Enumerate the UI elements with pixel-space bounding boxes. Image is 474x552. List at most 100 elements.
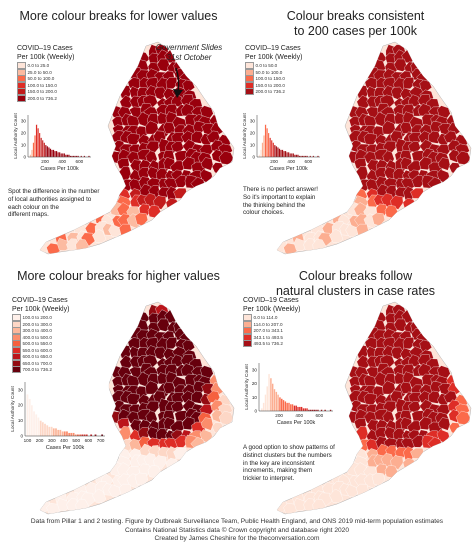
histogram-bar bbox=[37, 128, 39, 158]
note-line: of local authorities assigned to bbox=[8, 195, 92, 203]
histogram-x-axis-label: Cases Per 100k bbox=[277, 420, 316, 426]
histogram-x-tick-label: 200 bbox=[36, 438, 44, 443]
note-line: So it's important to explain bbox=[243, 193, 316, 201]
note-line: There is no perfect answer! bbox=[243, 186, 318, 193]
histogram-y-tick-label: 30 bbox=[252, 367, 258, 372]
local-authority-area bbox=[393, 58, 408, 72]
histogram-bar bbox=[68, 154, 70, 158]
histogram-bar bbox=[28, 398, 31, 437]
local-authorities bbox=[277, 44, 471, 254]
histogram-bar bbox=[293, 405, 296, 412]
local-authority-area bbox=[293, 497, 308, 511]
note-line: the thinking behind the bbox=[243, 201, 306, 209]
local-authority-area bbox=[156, 58, 171, 72]
annotation-arrow-head bbox=[173, 89, 183, 98]
map-legend: COVID–19 Cases Per 100k (Weekly) 0.0 to … bbox=[245, 44, 355, 95]
legend-label: 200.0 to 736.2 bbox=[255, 89, 285, 94]
legend-item: 493.5 to 736.2 bbox=[243, 340, 353, 347]
map-panel-natural-clusters: Colour breaks follow natural clusters in… bbox=[237, 260, 474, 518]
histogram-background bbox=[241, 113, 324, 173]
histogram-bar bbox=[271, 383, 274, 412]
legend-label: 200.0 to 300.0 bbox=[22, 321, 52, 327]
histogram-axes bbox=[24, 382, 105, 437]
histogram-bar bbox=[52, 428, 55, 437]
panel-title: More colour breaks for higher values bbox=[0, 269, 237, 284]
histogram: 0 10 20 30 200 400 600 Cases Per 100k Local Auth… bbox=[241, 113, 324, 173]
histogram-bar bbox=[260, 149, 262, 158]
histogram-y-axis-label: Local Authority Count bbox=[10, 386, 16, 432]
histogram-bar bbox=[292, 153, 295, 158]
histogram-y-tick-label: 20 bbox=[21, 131, 27, 136]
legend-label: 493.5 to 736.2 bbox=[253, 341, 283, 346]
legend-title: COVID–19 Cases Per 100k (Weekly) bbox=[243, 296, 353, 314]
panel-title-line: Colour breaks consistent bbox=[286, 9, 425, 23]
histogram-bar bbox=[294, 154, 296, 158]
legend-label: 0.0 to 25.0 bbox=[27, 63, 50, 68]
note-line: Spot the difference in the number bbox=[8, 188, 100, 195]
histogram-y-tick-label: 0 bbox=[20, 434, 23, 439]
local-authority-area bbox=[418, 416, 432, 430]
histogram-bar bbox=[288, 402, 290, 412]
histogram-bar bbox=[61, 431, 64, 437]
legend-item: 200.0 to 736.2 bbox=[17, 94, 127, 102]
panel-note: Spot the difference in the number of loc… bbox=[8, 188, 128, 219]
panel-title: Colour breaks follow natural clusters in… bbox=[237, 269, 474, 299]
histogram-axes bbox=[27, 115, 91, 158]
note-line: A good option to show patterns of bbox=[243, 444, 335, 451]
histogram-x-tick-label: 600 bbox=[85, 438, 93, 443]
legend-label: 25.0 to 50.0 bbox=[27, 69, 52, 75]
histogram-bar bbox=[267, 132, 270, 158]
histogram-bar bbox=[281, 149, 284, 158]
histogram-bar bbox=[43, 423, 47, 437]
histogram-bar bbox=[46, 146, 49, 158]
histogram-background bbox=[9, 380, 109, 452]
legend-label: 500.0 to 550.0 bbox=[22, 341, 52, 346]
histogram-bar bbox=[45, 144, 47, 158]
histogram-x-tick-label: 200 bbox=[275, 413, 283, 418]
legend-label: 114.0 to 207.0 bbox=[253, 321, 283, 327]
histogram-bar bbox=[264, 394, 267, 412]
legend-title: COVID–19 Cases Per 100k (Weekly) bbox=[17, 44, 127, 62]
histogram-bar bbox=[291, 404, 294, 412]
histogram-x-tick-label: 500 bbox=[72, 438, 80, 443]
legend-title: COVID–19 Cases Per 100k (Weekly) bbox=[12, 296, 122, 314]
legend-label: 600.0 to 650.0 bbox=[22, 354, 52, 359]
note-line: different maps. bbox=[8, 211, 49, 219]
histogram-axes bbox=[256, 115, 320, 158]
legend-swatch bbox=[17, 94, 26, 102]
histogram: 0 10 20 30 200 400 600 Cases Per 100k Local Auth… bbox=[12, 113, 95, 173]
histogram-bar bbox=[268, 373, 270, 412]
histogram-bar bbox=[277, 147, 279, 158]
histogram-bar bbox=[274, 144, 276, 158]
local-authority-area bbox=[174, 175, 188, 188]
legend-title-line: COVID–19 Cases bbox=[245, 45, 301, 52]
legend-title-line: Per 100k (Weekly) bbox=[245, 54, 303, 61]
histogram-x-tick-label: 100 bbox=[24, 438, 32, 443]
histogram-bar bbox=[289, 404, 292, 412]
histogram-y-tick-label: 20 bbox=[18, 403, 24, 408]
note-line: each colour on the bbox=[8, 203, 59, 211]
histogram-bar bbox=[46, 425, 49, 437]
histogram-bar bbox=[266, 128, 268, 158]
histogram-bar bbox=[286, 402, 289, 412]
histogram-bar bbox=[297, 406, 299, 412]
histogram-bar bbox=[287, 152, 290, 158]
legend-title-line: COVID–19 Cases bbox=[12, 297, 68, 304]
legend-item: 200.0 to 736.2 bbox=[245, 88, 355, 95]
legend-items: 0.0 to 114.0 114.0 to 207.0 207.0 to 343.1… bbox=[243, 314, 353, 347]
histogram-bar bbox=[58, 152, 61, 158]
histogram-bar bbox=[269, 377, 272, 412]
note-line: colour choices. bbox=[243, 209, 285, 217]
local-authority-area bbox=[92, 488, 107, 504]
histogram-bar bbox=[39, 420, 42, 437]
histogram-background bbox=[12, 113, 95, 173]
local-authority-area bbox=[56, 497, 71, 511]
histogram-bar bbox=[65, 431, 69, 437]
government-slides-annotation: Government Slides 31st October bbox=[144, 43, 234, 63]
histogram: 0 10 20 30 100 200 300 400 500 600 700 Cases Per 10… bbox=[9, 380, 109, 452]
legend-label: 343.1 to 493.5 bbox=[253, 334, 283, 340]
histogram-bar bbox=[34, 135, 36, 158]
histogram-bar bbox=[59, 429, 62, 437]
histogram-bar bbox=[298, 406, 301, 412]
legend-label: 550.0 to 600.0 bbox=[22, 347, 52, 353]
